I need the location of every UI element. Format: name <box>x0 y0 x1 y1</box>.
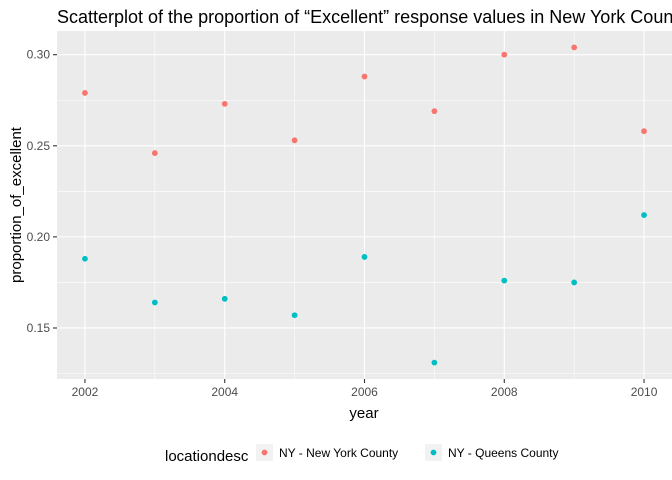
data-point <box>221 100 228 107</box>
data-point <box>151 299 158 306</box>
data-point <box>291 137 298 144</box>
y-tick-label: 0.30 <box>27 48 51 62</box>
data-point <box>501 51 508 58</box>
y-tick-label: 0.25 <box>27 139 51 153</box>
x-tick-label: 2006 <box>351 385 378 399</box>
y-axis: 0.15 0.20 0.25 0.30 <box>27 48 57 335</box>
x-tick-label: 2010 <box>631 385 658 399</box>
y-axis-title: proportion_of_excellent <box>8 126 25 283</box>
legend: locationdesc NY - New York County NY - Qu… <box>165 444 559 465</box>
data-point <box>571 279 578 286</box>
x-axis-title: year <box>349 405 378 422</box>
data-point <box>431 108 438 115</box>
data-point <box>501 277 508 284</box>
data-point <box>641 128 647 135</box>
data-point <box>82 255 88 262</box>
data-point <box>641 212 647 218</box>
legend-title: locationdesc <box>165 448 249 465</box>
y-tick-label: 0.15 <box>27 321 51 335</box>
x-tick-label: 2008 <box>491 385 518 399</box>
data-point <box>571 44 578 51</box>
data-point <box>221 295 228 302</box>
legend-marker <box>430 449 437 456</box>
legend-label: NY - New York County <box>279 446 398 460</box>
data-points <box>82 44 647 366</box>
chart-title: Scatterplot of the proportion of “Excell… <box>57 7 672 27</box>
y-tick-label: 0.20 <box>27 230 51 244</box>
legend-label: NY - Queens County <box>448 446 559 460</box>
x-tick-label: 2002 <box>72 385 99 399</box>
legend-marker <box>261 449 268 456</box>
data-point <box>431 359 438 366</box>
major-gridlines <box>57 31 672 379</box>
data-point <box>361 73 368 80</box>
x-axis: 2002 2004 2006 2008 2010 <box>72 379 658 399</box>
data-point <box>82 90 88 96</box>
data-point <box>151 150 158 156</box>
data-point <box>361 254 368 260</box>
x-tick-label: 2004 <box>211 385 238 399</box>
data-point <box>291 312 298 319</box>
